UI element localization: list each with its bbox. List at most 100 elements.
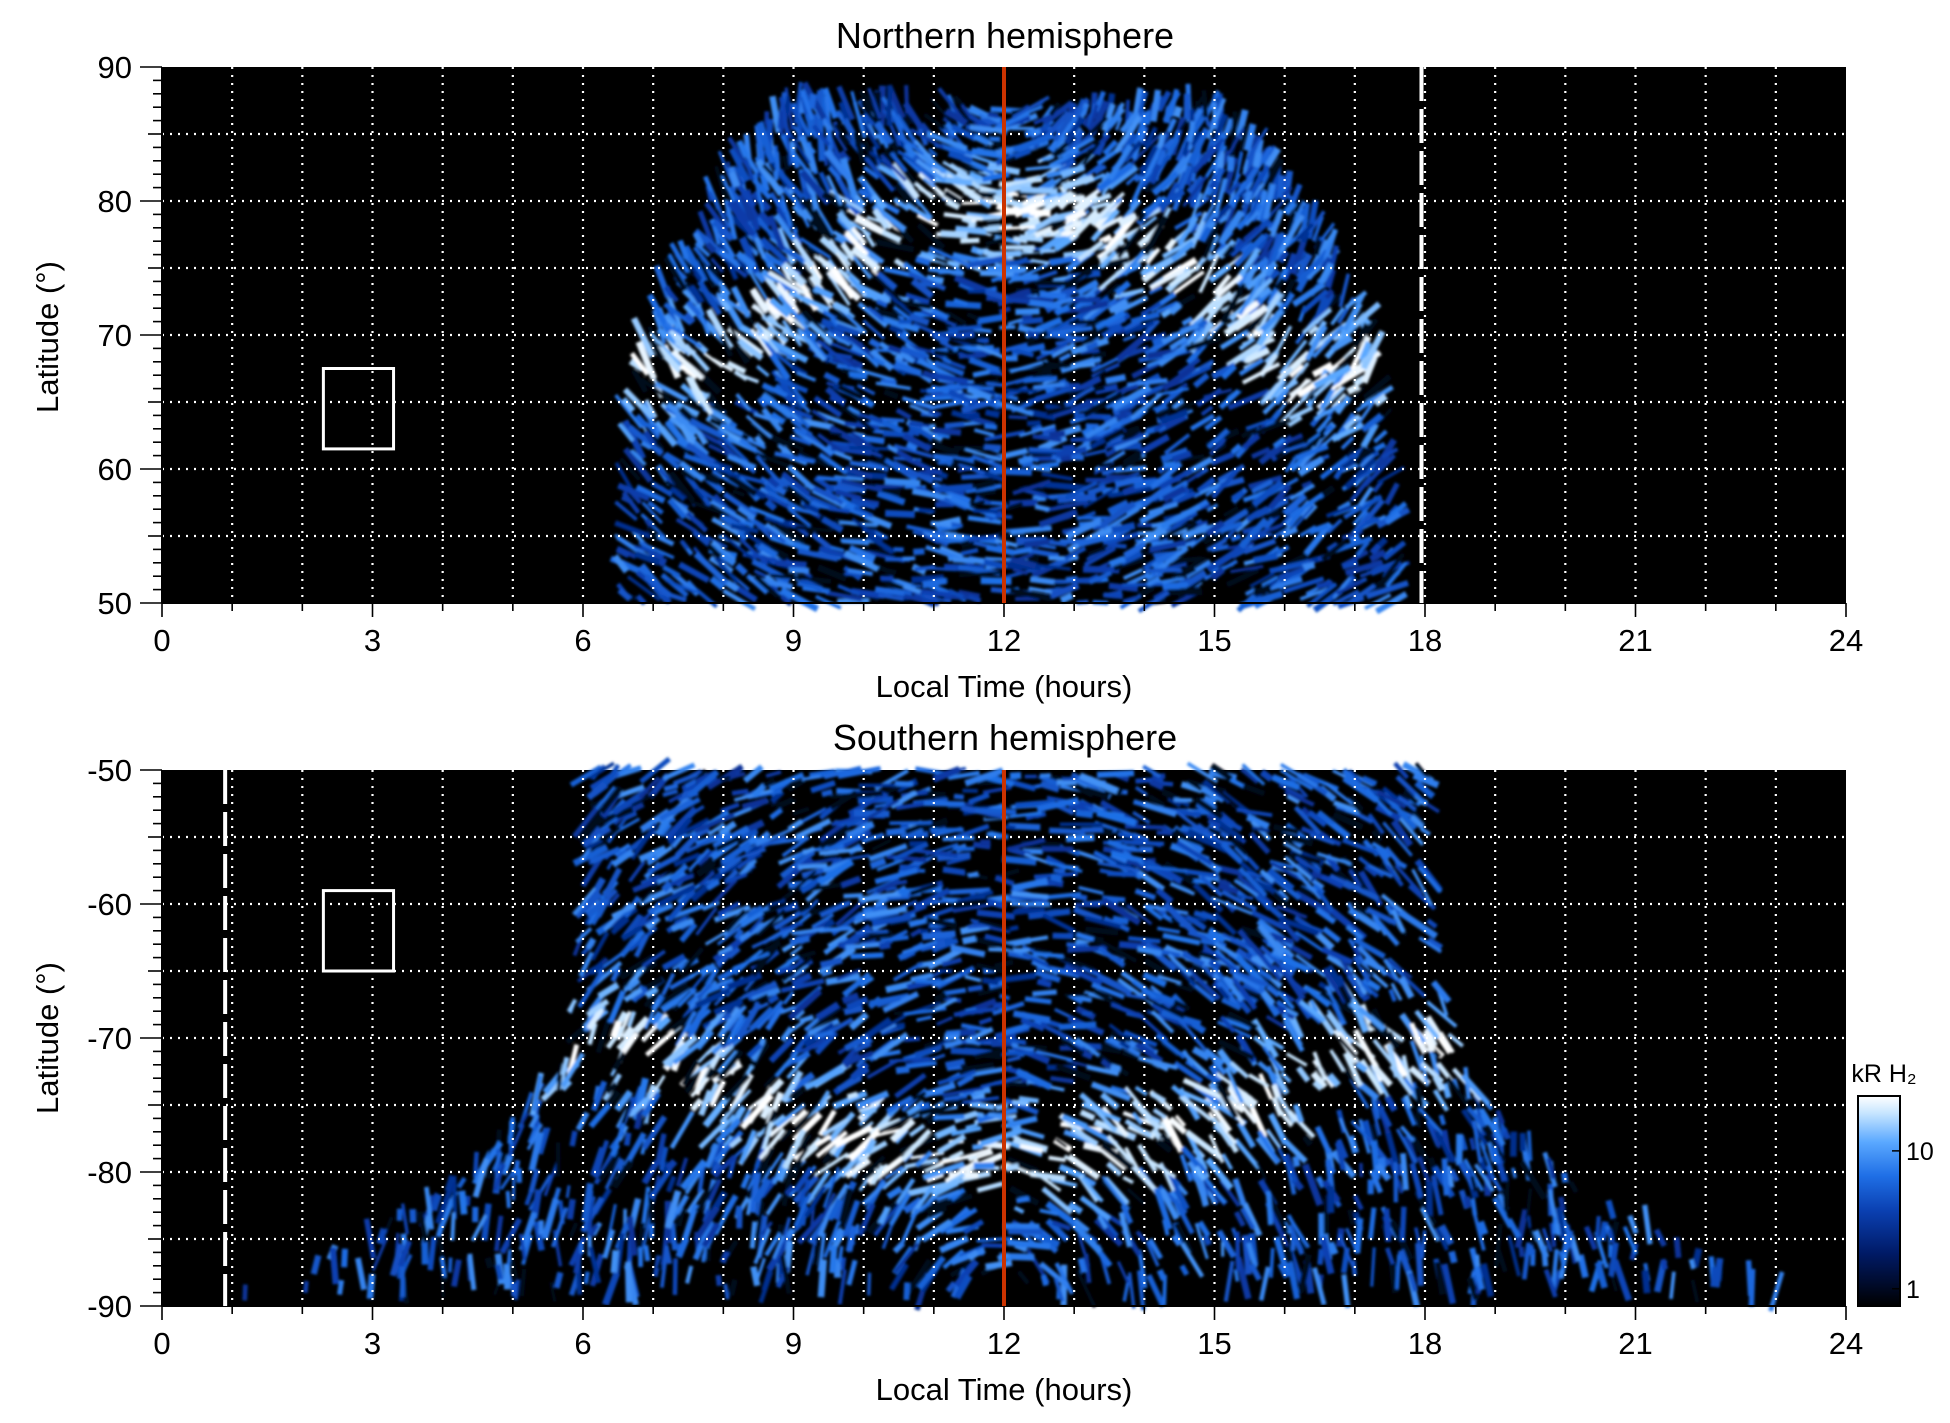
emission-streak xyxy=(669,1222,678,1251)
emission-streak xyxy=(1349,1078,1370,1109)
emission-streak xyxy=(769,789,785,804)
emission-streak xyxy=(1114,117,1123,131)
emission-streak xyxy=(1104,315,1126,327)
emission-streak xyxy=(621,938,635,955)
emission-streak xyxy=(1084,448,1107,457)
emission-streak xyxy=(1303,521,1334,557)
emission-streak xyxy=(788,290,831,312)
emission-streak xyxy=(975,962,1007,975)
emission-streak xyxy=(644,518,654,530)
emission-streak xyxy=(690,266,703,282)
emission-streak xyxy=(913,139,945,174)
emission-streak xyxy=(1394,864,1423,896)
emission-streak xyxy=(937,968,953,974)
emission-streak xyxy=(1253,584,1272,597)
emission-streak xyxy=(933,483,974,494)
emission-streak xyxy=(894,780,914,787)
emission-streak xyxy=(1070,362,1096,370)
emission-streak xyxy=(1118,1211,1133,1248)
emission-streak xyxy=(1248,1263,1262,1282)
emission-streak xyxy=(748,1041,771,1070)
emission-streak xyxy=(630,448,647,467)
emission-streak xyxy=(1021,487,1057,501)
emission-streak xyxy=(1143,957,1167,975)
emission-streak xyxy=(1239,1094,1255,1111)
emission-streak xyxy=(902,432,932,453)
x-tick-label: 12 xyxy=(987,623,1021,658)
emission-streak xyxy=(1275,1076,1290,1096)
emission-streak xyxy=(1191,327,1206,344)
emission-streak xyxy=(736,139,750,159)
emission-streak xyxy=(1212,202,1233,224)
emission-streak xyxy=(1161,322,1200,345)
emission-streak xyxy=(1235,1231,1241,1272)
emission-streak xyxy=(670,349,705,381)
emission-streak xyxy=(626,575,661,602)
emission-streak xyxy=(1193,910,1218,922)
emission-streak xyxy=(994,538,1018,548)
aurora-south xyxy=(242,756,1785,1312)
emission-streak xyxy=(1402,789,1419,805)
emission-streak xyxy=(850,226,867,246)
emission-streak xyxy=(1425,1000,1458,1028)
emission-streak xyxy=(730,285,752,319)
emission-streak xyxy=(1313,295,1328,322)
emission-streak xyxy=(866,877,900,895)
emission-streak xyxy=(451,1259,462,1288)
emission-streak xyxy=(1309,998,1319,1013)
emission-streak xyxy=(691,973,706,991)
emission-streak xyxy=(650,339,665,361)
emission-streak xyxy=(1352,937,1386,960)
emission-streak xyxy=(1008,415,1028,420)
emission-streak xyxy=(1060,136,1095,159)
emission-streak xyxy=(812,900,848,916)
emission-streak xyxy=(764,1232,782,1257)
emission-streak xyxy=(1360,412,1384,433)
emission-streak xyxy=(1050,342,1076,359)
emission-streak xyxy=(699,472,721,486)
emission-streak xyxy=(1059,822,1103,827)
emission-streak xyxy=(664,312,681,330)
emission-streak xyxy=(1156,149,1167,166)
emission-streak xyxy=(973,1162,995,1170)
emission-streak xyxy=(1155,1033,1187,1060)
emission-streak xyxy=(804,882,842,893)
emission-streak xyxy=(1082,391,1124,418)
emission-streak xyxy=(1112,915,1130,925)
emission-streak xyxy=(1083,1253,1092,1284)
emission-streak xyxy=(817,1232,827,1272)
emission-streak xyxy=(638,1247,643,1268)
emission-streak xyxy=(921,930,956,941)
emission-streak xyxy=(1143,126,1158,148)
emission-streak xyxy=(1017,455,1034,465)
emission-streak xyxy=(1367,813,1385,835)
emission-streak xyxy=(980,1074,1023,1089)
emission-streak xyxy=(862,319,886,341)
emission-streak xyxy=(1045,1218,1070,1243)
emission-streak xyxy=(1140,301,1162,317)
emission-streak xyxy=(692,231,705,248)
emission-streak xyxy=(1281,492,1308,517)
emission-streak xyxy=(1293,890,1333,917)
emission-streak xyxy=(1286,1261,1301,1300)
emission-streak xyxy=(1130,1098,1162,1131)
emission-streak xyxy=(780,194,793,227)
emission-streak xyxy=(944,121,958,136)
emission-streak xyxy=(1003,1222,1040,1230)
emission-streak xyxy=(1180,1242,1205,1278)
emission-streak xyxy=(1230,564,1264,574)
emission-streak xyxy=(824,308,839,327)
emission-streak xyxy=(1316,580,1334,590)
emission-streak xyxy=(780,302,793,316)
emission-streak xyxy=(1103,428,1126,444)
emission-streak xyxy=(1251,479,1285,508)
emission-streak xyxy=(614,500,638,522)
emission-streak xyxy=(980,839,991,846)
emission-streak xyxy=(615,847,629,861)
emission-streak xyxy=(767,490,803,511)
emission-streak xyxy=(829,1245,838,1274)
emission-streak xyxy=(1238,357,1265,377)
emission-streak xyxy=(1007,949,1032,961)
emission-streak xyxy=(914,1150,934,1168)
emission-streak xyxy=(903,113,913,126)
